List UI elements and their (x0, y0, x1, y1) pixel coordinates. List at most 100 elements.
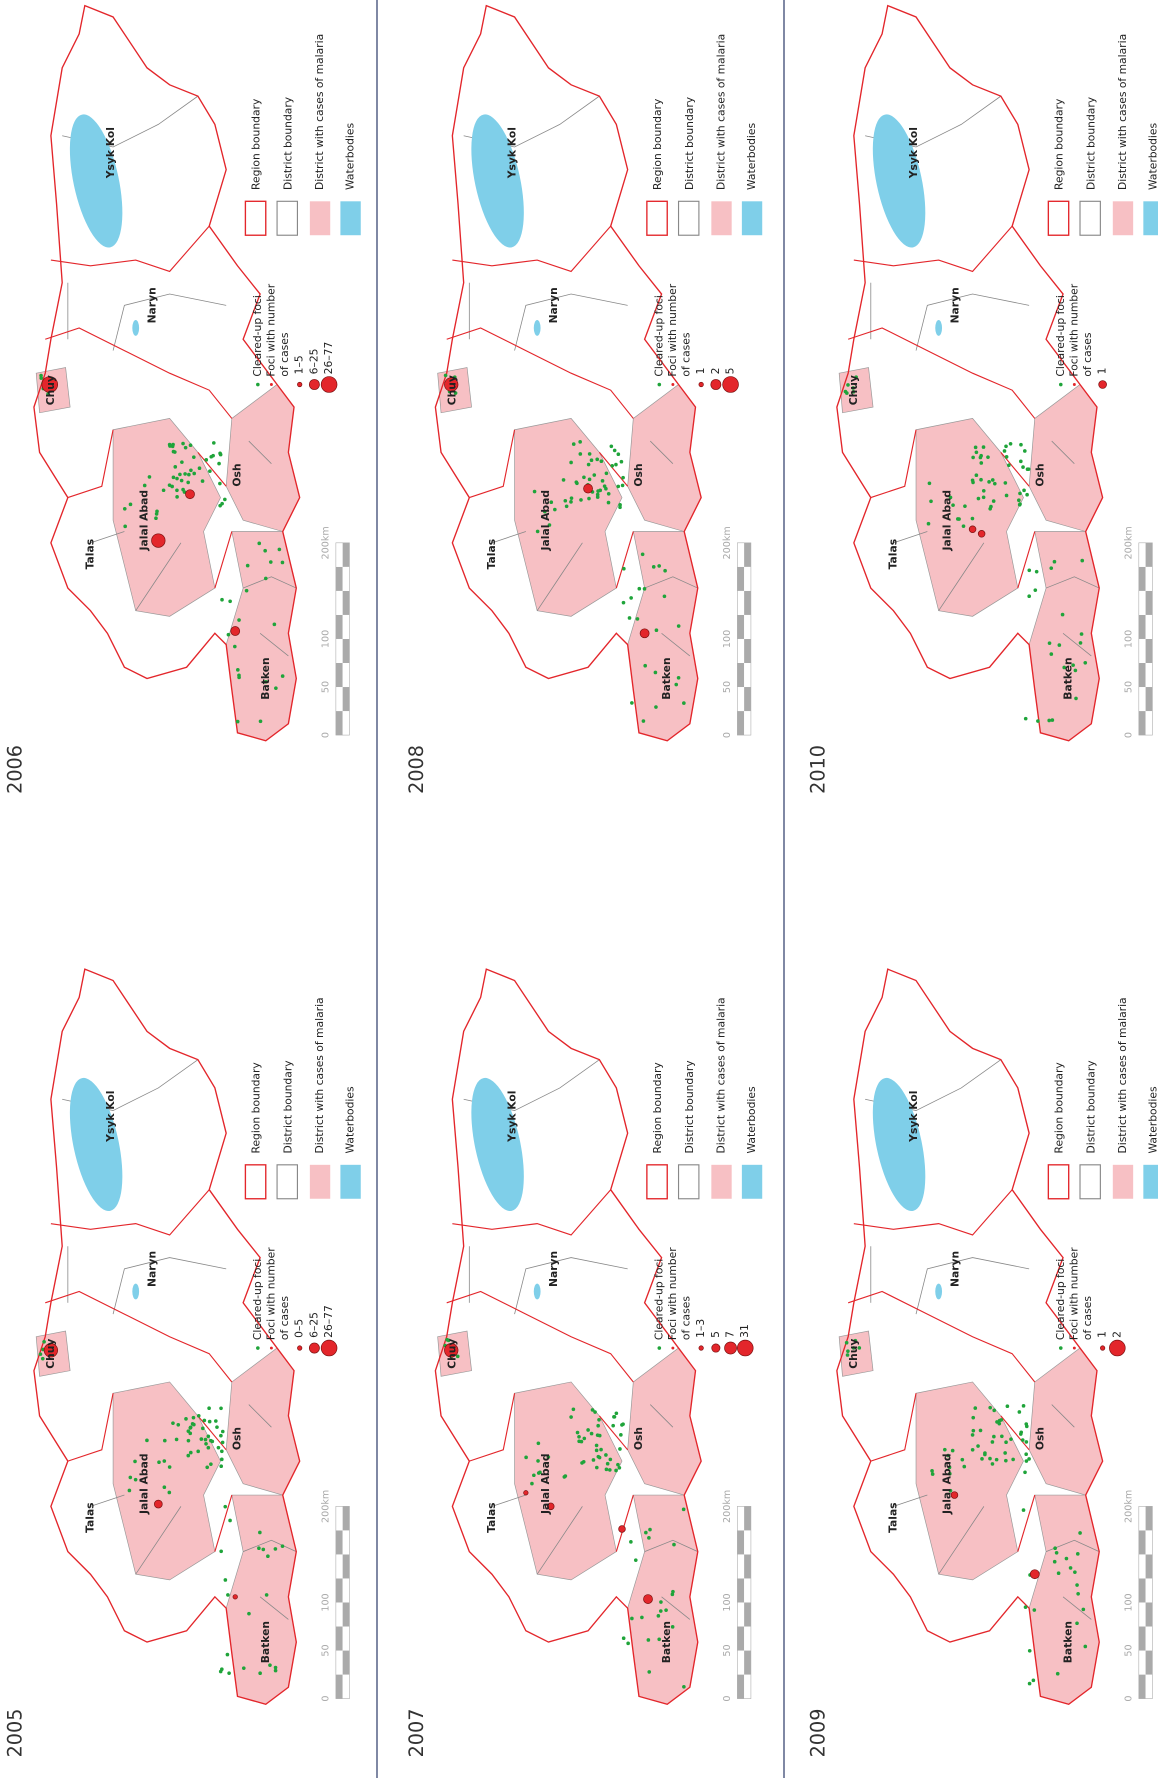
cleared-focus (273, 623, 277, 627)
scale-segment (336, 591, 343, 615)
cleared-focus (221, 1441, 225, 1445)
scale-segment (1146, 1554, 1153, 1578)
scale-segment (1146, 1602, 1153, 1626)
cleared-focus (157, 1460, 161, 1464)
scale-segment (336, 1530, 343, 1554)
cleared-focus (992, 499, 996, 503)
cleared-focus (1076, 1592, 1080, 1596)
region-label: Ysyk Kol (505, 127, 518, 179)
cleared-focus (188, 1426, 192, 1430)
legend-cleared-dot (658, 383, 662, 387)
cleared-focus (1021, 1438, 1025, 1442)
cleared-focus (664, 1608, 668, 1612)
cleared-focus (258, 1531, 262, 1535)
legend-text: of cases (679, 1296, 692, 1340)
cleared-focus (1048, 641, 1052, 645)
scale-segment (744, 687, 751, 711)
cleared-focus (613, 1415, 617, 1419)
legend-foci-dot (1073, 383, 1076, 386)
cleared-focus (1018, 492, 1022, 496)
cleared-focus (991, 1462, 995, 1466)
cleared-focus (206, 1435, 210, 1439)
cleared-focus (533, 490, 537, 494)
cleared-focus (173, 450, 177, 454)
cleared-focus (611, 1424, 615, 1428)
scale-segment (1146, 615, 1153, 639)
cleared-focus (180, 479, 184, 483)
cleared-focus (212, 441, 216, 445)
region-label: Ysyk Kol (907, 1091, 920, 1143)
legend-cleared-dot (658, 1346, 662, 1350)
region-label: Jalal Abad (539, 490, 552, 552)
cleared-focus (167, 1491, 171, 1495)
cleared-focus (610, 464, 614, 468)
cleared-focus (187, 473, 191, 477)
cleared-focus (261, 1548, 265, 1552)
cleared-focus (1057, 1571, 1061, 1575)
legend-text: District with cases of malaria (1116, 34, 1129, 190)
cleared-focus (1033, 588, 1037, 592)
cleared-focus (39, 1352, 43, 1356)
cleared-focus (162, 488, 166, 492)
cleared-focus (577, 1435, 581, 1439)
region-label: Naryn (949, 287, 962, 323)
legend-size (723, 377, 739, 393)
active-focus (643, 1595, 652, 1604)
scale-segment (336, 543, 343, 567)
cleared-focus (1025, 1459, 1029, 1463)
legend-box (1113, 1165, 1133, 1199)
cleared-focus (553, 508, 557, 512)
scale-segment (343, 543, 350, 567)
cleared-focus (192, 455, 196, 459)
active-focus (231, 627, 240, 636)
cleared-focus (186, 1454, 190, 1458)
scale-segment (1139, 1554, 1146, 1578)
cleared-focus (201, 1427, 205, 1431)
cleared-focus (601, 479, 605, 483)
region-label: Chuy (44, 1339, 57, 1369)
cleared-focus (1005, 455, 1009, 459)
cleared-focus (1049, 566, 1053, 570)
cleared-focus (637, 587, 641, 591)
scale-segment (737, 1627, 744, 1651)
cleared-focus (163, 1485, 167, 1489)
cleared-focus (268, 1663, 272, 1667)
legend-text: Region boundary (651, 1062, 664, 1154)
legend-text: Foci with number (1067, 283, 1080, 376)
cleared-focus (532, 1473, 536, 1477)
cleared-focus (991, 478, 995, 482)
cleared-focus (1028, 1649, 1032, 1653)
cleared-focus (209, 1462, 213, 1466)
scale-label: 0 (722, 732, 733, 738)
cleared-focus (145, 1439, 149, 1443)
legend-text: of cases (1081, 1296, 1094, 1340)
cleared-focus (180, 460, 184, 464)
cleared-focus (1023, 449, 1027, 453)
cleared-focus (155, 512, 159, 516)
cleared-focus (993, 482, 997, 486)
cleared-focus (187, 1429, 191, 1433)
scale-segment (744, 567, 751, 591)
scale-segment (737, 711, 744, 735)
legend-class: 2 (1110, 1331, 1123, 1338)
legend-text: Foci with number (666, 283, 679, 376)
cleared-focus (192, 472, 196, 476)
cleared-focus (982, 445, 986, 449)
scale-segment (343, 1506, 350, 1530)
cleared-focus (154, 516, 158, 520)
legend-cleared-dot (256, 1346, 260, 1350)
legend-class: 1 (1096, 1331, 1109, 1338)
scale-segment (744, 1506, 751, 1530)
cleared-focus (971, 481, 975, 485)
cleared-focus (576, 1431, 580, 1435)
cleared-focus (1083, 1645, 1087, 1649)
scale-segment (1139, 1627, 1146, 1651)
legend-box (679, 1165, 699, 1199)
region-label: Osh (632, 1427, 645, 1450)
legend-class: 0–5 (293, 1319, 306, 1338)
cleared-focus (189, 443, 193, 447)
scale-segment (737, 543, 744, 567)
legend-size (297, 382, 302, 387)
cleared-focus (615, 1411, 619, 1415)
scale-segment (336, 639, 343, 663)
